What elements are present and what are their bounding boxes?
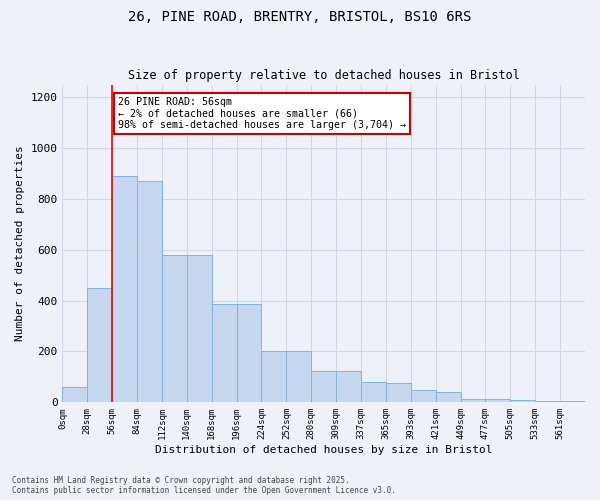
Bar (112, 176, 137, 402)
Bar (137, 181, 162, 402)
Bar (88, 288, 112, 403)
Bar (286, 352, 311, 403)
Bar (236, 304, 262, 402)
Bar (162, 255, 187, 402)
Title: Size of property relative to detached houses in Bristol: Size of property relative to detached ho… (128, 69, 520, 82)
Y-axis label: Number of detached properties: Number of detached properties (15, 146, 25, 342)
Bar (386, 384, 411, 402)
X-axis label: Distribution of detached houses by size in Bristol: Distribution of detached houses by size … (155, 445, 493, 455)
Bar (187, 255, 212, 402)
Bar (485, 400, 511, 402)
Text: 26 PINE ROAD: 56sqm
← 2% of detached houses are smaller (66)
98% of semi-detache: 26 PINE ROAD: 56sqm ← 2% of detached hou… (118, 98, 406, 130)
Bar (461, 398, 485, 402)
Bar (511, 400, 535, 402)
Bar (336, 370, 361, 402)
Bar (560, 401, 585, 402)
Bar (311, 370, 336, 402)
Text: Contains HM Land Registry data © Crown copyright and database right 2025.
Contai: Contains HM Land Registry data © Crown c… (12, 476, 396, 495)
Bar (411, 390, 436, 402)
Text: 26, PINE ROAD, BRENTRY, BRISTOL, BS10 6RS: 26, PINE ROAD, BRENTRY, BRISTOL, BS10 6R… (128, 10, 472, 24)
Bar (361, 382, 386, 402)
Bar (535, 401, 560, 402)
Bar (212, 304, 236, 402)
Bar (62, 387, 88, 402)
Bar (262, 352, 286, 403)
Bar (436, 392, 461, 402)
